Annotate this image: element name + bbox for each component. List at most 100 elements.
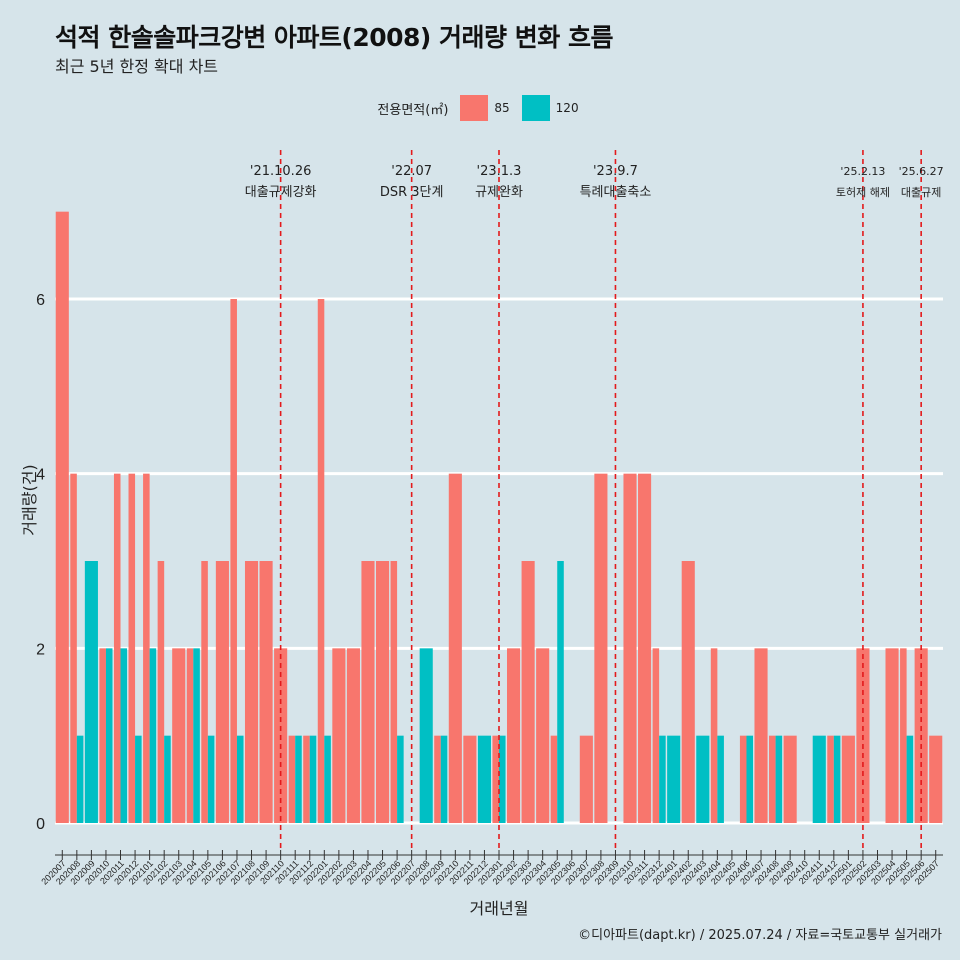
bar-85-202407 [754, 648, 768, 823]
event-label-4: 토허제 해제 [836, 185, 890, 199]
bar-85-202205 [375, 561, 390, 823]
bar-85-202112 [303, 735, 310, 823]
bar-120-202305 [557, 561, 564, 823]
bar-120-202008 [76, 735, 84, 823]
event-label-0: 대출규제강화 [245, 185, 317, 200]
y-tick-label: 2 [36, 641, 45, 658]
bar-85-202008 [70, 473, 77, 823]
bar-85-202209 [434, 735, 441, 823]
event-date-4: '25.2.13 [840, 165, 885, 178]
bar-120-202408 [775, 735, 783, 823]
bar-85-202204 [361, 561, 375, 823]
bar-120-202009 [84, 561, 98, 823]
event-label-3: 특례대출축소 [580, 185, 652, 200]
bar-85-202406 [739, 735, 747, 823]
bar-120-202010 [105, 648, 113, 823]
bar-120-202105 [207, 735, 215, 823]
bar-85-202101 [143, 473, 150, 823]
bar-120-202411 [812, 735, 826, 823]
bar-120-202404 [717, 735, 724, 823]
bar-85-202505 [900, 648, 907, 823]
bar-120-202505 [906, 735, 914, 823]
bar-85-202308 [594, 473, 608, 823]
legend-key-120 [521, 95, 550, 121]
bar-85-202203 [346, 648, 360, 823]
bar-120-202111 [295, 735, 302, 823]
y-tick-label: 0 [36, 816, 45, 833]
bar-120-202101 [149, 648, 157, 823]
bar-85-202501 [841, 735, 855, 823]
bar-85-202107 [230, 299, 237, 823]
bar-85-202504 [885, 648, 899, 823]
bar-120-202301 [499, 735, 506, 823]
event-label-5: 대출규제 [901, 186, 941, 199]
footer-credit: ©디아파트(dapt.kr) / 2025.07.24 / 자료=국토교통부 실… [578, 928, 942, 943]
bar-85-202305 [550, 735, 558, 823]
bar-85-202109 [259, 561, 273, 823]
bar-120-202112 [309, 735, 317, 823]
bar-85-202310 [623, 473, 637, 823]
bar-85-202507 [929, 735, 943, 823]
bar-85-202304 [536, 648, 550, 823]
bar-85-202211 [463, 735, 477, 823]
bar-85-202303 [521, 561, 535, 823]
bar-85-202102 [157, 561, 165, 823]
legend: 전용면적(㎡) 85 120 [0, 95, 960, 121]
event-date-3: '23.9.7 [593, 164, 638, 179]
bar-120-202401 [667, 735, 681, 823]
bar-85-202007 [55, 211, 69, 823]
bar-85-202412 [827, 735, 834, 823]
bar-85-202108 [244, 561, 259, 823]
chart-title: 석적 한솔솔파크강변 아파트(2008) 거래량 변화 흐름 [55, 23, 613, 52]
y-tick-label: 4 [36, 467, 45, 484]
bar-120-202201 [324, 735, 331, 823]
bar-85-202201 [317, 299, 325, 823]
bar-85-202307 [579, 735, 593, 823]
bar-85-202012 [128, 473, 136, 823]
bar-85-202311 [638, 473, 652, 823]
bar-120-202102 [164, 735, 171, 823]
legend-key-85 [460, 95, 489, 121]
legend-label-85: 85 [494, 101, 510, 115]
bar-85-202210 [448, 473, 462, 823]
event-label-2: 규제완화 [475, 185, 523, 200]
event-date-2: '23.1.3 [477, 164, 522, 179]
bar-120-202403 [696, 735, 710, 823]
bar-120-202212 [477, 735, 491, 823]
bar-120-202012 [135, 735, 142, 823]
legend-title: 전용면적(㎡) [377, 102, 449, 118]
bar-85-202105 [201, 561, 208, 823]
bar-120-202011 [120, 648, 128, 823]
bar-85-202111 [288, 735, 296, 823]
bar-85-202301 [492, 735, 499, 823]
bar-85-202402 [681, 561, 695, 823]
bar-120-202107 [236, 735, 244, 823]
bar-85-202011 [113, 473, 121, 823]
bar-120-202206 [397, 735, 404, 823]
event-date-5: '25.6.27 [899, 165, 944, 178]
event-date-1: '22.07 [391, 164, 432, 179]
y-tick-label: 6 [36, 292, 45, 309]
bar-120-202209 [440, 735, 448, 823]
bar-120-202104 [193, 648, 200, 823]
bar-85-202202 [332, 648, 346, 823]
y-axis-title: 거래량(건) [20, 464, 39, 535]
bar-120-202406 [746, 735, 754, 823]
bar-85-202103 [172, 648, 186, 823]
event-date-0: '21.10.26 [250, 164, 311, 179]
bar-85-202302 [507, 648, 521, 823]
bar-85-202409 [783, 735, 797, 823]
legend-label-120: 120 [555, 101, 579, 115]
bar-85-202206 [390, 561, 398, 823]
bar-120-202208 [419, 648, 433, 823]
bar-120-202312 [659, 735, 666, 823]
x-axis-title: 거래년월 [470, 899, 529, 918]
bar-85-202404 [710, 648, 718, 823]
bar-85-202104 [186, 648, 194, 823]
bar-85-202312 [652, 648, 660, 823]
bar-120-202412 [833, 735, 841, 823]
bar-85-202106 [215, 561, 229, 823]
bar-85-202010 [99, 648, 106, 823]
event-label-1: DSR 3단계 [380, 185, 444, 200]
